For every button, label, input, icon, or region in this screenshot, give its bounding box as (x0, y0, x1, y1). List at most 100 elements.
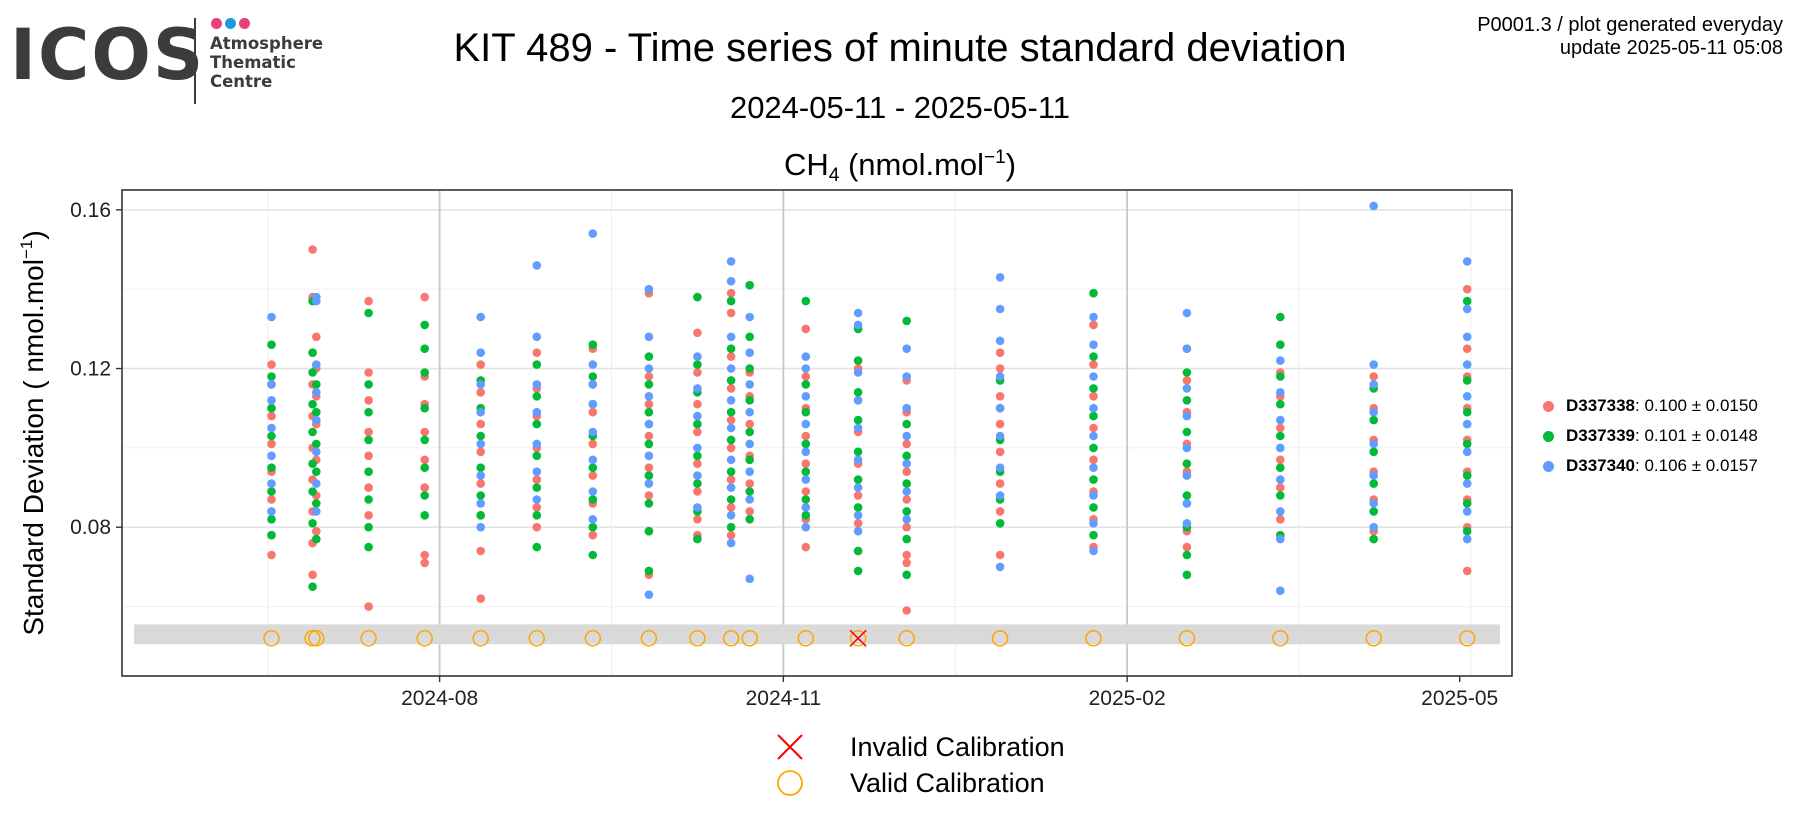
data-point-d337340 (312, 479, 321, 488)
data-point-d337340 (532, 407, 542, 417)
data-point-d337339 (644, 380, 654, 389)
data-point-d337340 (726, 276, 736, 286)
data-point-d337339 (1089, 475, 1098, 484)
data-point-d337338 (801, 487, 811, 496)
data-point-d337339 (902, 451, 911, 461)
data-point-d337339 (267, 431, 276, 441)
data-point-d337340 (745, 380, 754, 389)
data-point-d337338 (420, 292, 430, 302)
data-point-d337340 (1369, 499, 1378, 508)
data-point-d337339 (902, 507, 911, 516)
valid-calibration-marker (640, 630, 658, 647)
valid-calibration-marker (263, 630, 280, 647)
data-point-d337338 (644, 399, 654, 409)
data-point-d337340 (267, 507, 276, 516)
data-point-d337338 (995, 392, 1005, 401)
data-point-d337340 (532, 332, 542, 342)
data-point-d337339 (902, 419, 911, 429)
data-point-d337339 (420, 463, 430, 473)
data-point-d337340 (693, 352, 702, 361)
data-point-d337340 (1182, 443, 1192, 453)
calibration-band (134, 624, 1500, 645)
data-point-d337338 (995, 364, 1005, 373)
data-point-d337339 (1089, 384, 1098, 393)
data-point-d337340 (801, 352, 811, 361)
data-point-d337340 (1182, 519, 1192, 528)
data-point-d337339 (1089, 411, 1098, 421)
data-point-d337338 (693, 515, 702, 524)
y-tick-label: 0.08 (70, 516, 111, 539)
data-point-d337339 (312, 534, 321, 544)
data-point-d337338 (420, 455, 430, 465)
logo-line-2: Thematic (210, 53, 296, 72)
data-point-d337339 (267, 340, 276, 350)
data-point-d337340 (1089, 463, 1098, 473)
data-point-d337339 (1276, 372, 1285, 381)
data-point-d337340 (1369, 407, 1378, 417)
data-point-d337340 (532, 467, 542, 477)
data-point-d337338 (693, 399, 702, 409)
data-point-d337338 (1089, 455, 1098, 465)
data-point-d337340 (693, 503, 702, 512)
data-point-d337340 (853, 455, 863, 465)
data-point-d337339 (364, 495, 373, 504)
data-point-d337339 (745, 455, 754, 465)
legend-series-name: D337339 (1566, 426, 1636, 445)
data-point-d337340 (588, 455, 598, 465)
data-point-d337339 (420, 435, 430, 445)
data-point-d337340 (1462, 507, 1472, 516)
data-point-d337338 (644, 431, 654, 441)
data-point-d337338 (364, 451, 373, 461)
data-point-d337339 (801, 380, 811, 389)
data-point-d337340 (1369, 380, 1378, 389)
logo-wordmark: ICOS (10, 14, 206, 96)
valid-circle-icon (777, 770, 803, 796)
data-point-d337338 (364, 602, 373, 611)
data-point-d337340 (801, 364, 811, 373)
data-point-d337339 (1462, 439, 1472, 449)
data-point-d337339 (308, 487, 317, 496)
data-point-d337339 (1462, 499, 1472, 508)
data-point-d337339 (1276, 399, 1285, 409)
logo-subtitle: Atmosphere Thematic Centre (210, 34, 323, 91)
data-point-d337339 (745, 487, 754, 496)
valid-calibration-marker (1178, 630, 1196, 647)
data-point-d337338 (308, 570, 317, 580)
data-point-d337338 (364, 296, 373, 306)
valid-calibration-marker (722, 630, 740, 647)
data-point-d337338 (267, 495, 276, 504)
logo-line-1: Atmosphere (210, 34, 324, 53)
data-point-d337340 (1369, 360, 1378, 369)
data-point-d337340 (644, 392, 654, 401)
data-point-d337339 (476, 431, 486, 441)
data-point-d337339 (267, 403, 276, 413)
data-point-d337339 (476, 491, 486, 500)
data-point-d337340 (726, 483, 736, 492)
data-point-d337338 (745, 419, 754, 429)
data-point-d337339 (532, 483, 542, 492)
data-point-d337339 (1276, 340, 1285, 350)
data-point-d337339 (902, 479, 911, 488)
legend-item-d337338: D337338: 0.100 ± 0.0150 (1543, 391, 1758, 421)
data-point-d337338 (588, 407, 598, 417)
data-point-d337340 (902, 403, 911, 413)
data-point-d337339 (995, 519, 1005, 528)
data-point-d337340 (588, 380, 598, 389)
data-point-d337339 (726, 467, 736, 477)
data-point-d337338 (745, 479, 754, 488)
data-point-d337338 (801, 324, 811, 334)
data-point-d337340 (1462, 360, 1472, 369)
data-point-d337340 (995, 491, 1005, 500)
data-point-d337340 (745, 495, 754, 504)
data-point-d337340 (644, 332, 654, 342)
data-point-d337340 (745, 312, 754, 322)
legend-series-stat: : 0.101 ± 0.0148 (1635, 426, 1758, 445)
data-point-d337339 (644, 439, 654, 449)
data-point-d337338 (902, 606, 911, 615)
data-point-d337339 (693, 479, 702, 488)
data-point-d337338 (532, 475, 542, 484)
data-point-d337340 (853, 423, 863, 433)
data-point-d337340 (312, 507, 321, 516)
data-point-d337340 (588, 515, 598, 524)
plot-panel (122, 190, 1512, 676)
